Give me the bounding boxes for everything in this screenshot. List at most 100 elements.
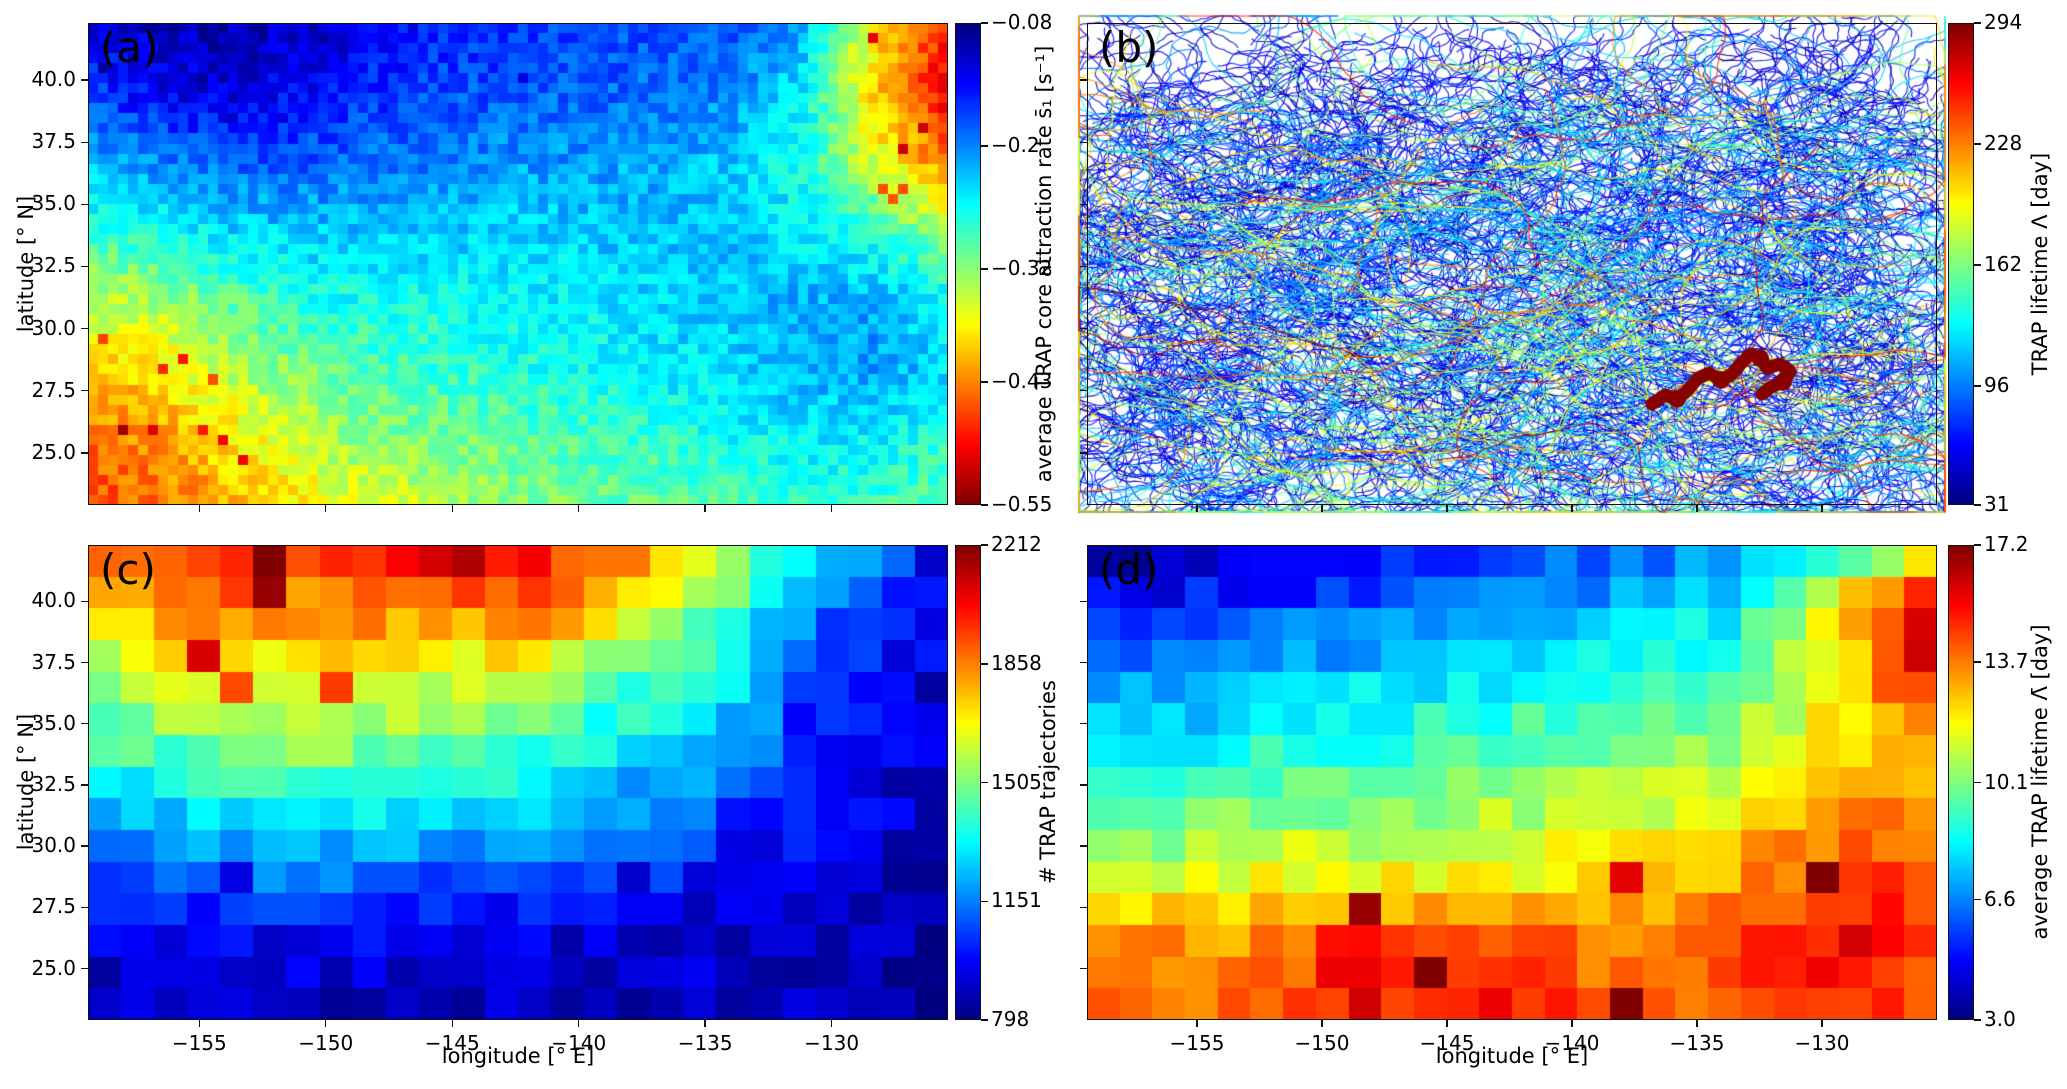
panel-d-x-tick: [1696, 1020, 1698, 1027]
colorbar-b-tick-label: 294: [1984, 10, 2023, 34]
panel-b-y-tick: [1080, 203, 1087, 206]
panel-a-y-tick: [81, 79, 88, 81]
colorbar-a-canvas: [955, 23, 981, 505]
panel-c-x-tick-label: −145: [424, 1031, 480, 1055]
colorbar-d-tick: [1974, 544, 1981, 546]
colorbar-d-tick-label: 3.0: [1984, 1007, 2016, 1031]
colorbar-c-tick: [981, 663, 988, 665]
panel-d-y-tick: [1080, 967, 1087, 970]
panel-b-y-tick: [1080, 390, 1087, 392]
colorbar-a-tick: [981, 22, 988, 24]
panel-b-y-tick: [1080, 452, 1087, 454]
panel-d-x-tick: [1321, 1020, 1323, 1027]
panel-b-x-tick: [1571, 505, 1573, 512]
panel-d-x-tick-label: −150: [1294, 1031, 1350, 1055]
colorbar-c-tick: [981, 1019, 988, 1021]
x-axis-label-left-column: longitude [° E]: [441, 1044, 595, 1068]
panel-d-plot-canvas: [1087, 545, 1937, 1020]
colorbar-d-tick: [1974, 898, 1981, 901]
panel-d-x-tick-label: −130: [1794, 1031, 1850, 1055]
colorbar-d: [1948, 545, 1974, 1020]
colorbar-c: [955, 545, 981, 1020]
colorbar-a-tick-label: −0.08: [991, 10, 1053, 34]
panel-d-y-tick: [1080, 600, 1087, 602]
panel-c-y-tick: [81, 906, 88, 909]
panel-a-x-tick: [578, 505, 580, 512]
panel-a-y-tick-label: 25.0: [31, 439, 76, 464]
panel-c-x-tick-label: −130: [804, 1031, 860, 1055]
colorbar-b-tick: [1974, 504, 1981, 506]
colorbar-a-tick: [981, 268, 988, 270]
panel-c-y-tick: [81, 661, 88, 664]
panel-c-y-tick-label: 35.0: [31, 710, 76, 735]
panel-a-x-tick: [451, 505, 453, 512]
panel-b-y-tick: [1080, 79, 1087, 81]
panel-b-x-tick: [1321, 505, 1323, 512]
panel-d-x-tick-label: −155: [1169, 1031, 1225, 1055]
colorbar-a-tick-label: −0.2: [991, 133, 1040, 158]
panel-d-x-tick-label: −145: [1419, 1031, 1475, 1055]
panel-a-x-tick: [325, 505, 327, 512]
panel-a-y-tick-label: 30.0: [31, 315, 76, 340]
panel-c-y-tick: [81, 600, 88, 602]
panel-c-x-tick: [325, 1020, 327, 1027]
panel-a-x-tick: [830, 505, 833, 512]
colorbar-d-tick: [1974, 781, 1981, 784]
colorbar-b: [1948, 23, 1974, 505]
colorbar-a-tick: [981, 504, 988, 506]
panel-b-trajectories-plot: (b): [1077, 13, 1947, 515]
panel-d-letter: (d): [1099, 545, 1159, 594]
panel-d-y-tick: [1080, 723, 1087, 725]
colorbar-c-tick: [981, 781, 988, 784]
colorbar-d-canvas: [1948, 545, 1974, 1020]
panel-b-plot-canvas: [1077, 13, 1947, 515]
colorbar-c-tick-label: 1505: [991, 769, 1042, 794]
colorbar-b-label: TRAP lifetime Λ [day]: [2028, 152, 2052, 376]
colorbar-b-tick-label: 31: [1984, 492, 2010, 516]
panel-c-x-tick-label: −150: [298, 1031, 354, 1055]
panel-c-y-tick-label: 40.0: [31, 588, 76, 613]
panel-a-y-tick: [81, 452, 88, 454]
panel-d-x-tick: [1446, 1020, 1448, 1027]
colorbar-c-tick-label: 1858: [991, 650, 1042, 675]
colorbar-c-tick-label: 798: [991, 1007, 1030, 1031]
colorbar-b-tick: [1974, 264, 1981, 266]
panel-a-attraction-rate-heatmap: (a): [88, 23, 948, 505]
colorbar-b-tick: [1974, 22, 1981, 24]
panel-c-y-tick: [81, 845, 88, 847]
panel-c-y-tick-label: 37.5: [31, 649, 76, 674]
colorbar-d-tick: [1974, 661, 1981, 663]
colorbar-c-canvas: [955, 545, 981, 1020]
panel-c-x-tick-label: −140: [551, 1031, 607, 1055]
panel-c-letter: (c): [100, 545, 156, 594]
colorbar-c-tick-label: 1151: [991, 888, 1042, 913]
panel-c-y-tick: [81, 723, 88, 725]
colorbar-d-tick-label: 10.1: [1984, 769, 2029, 794]
panel-d-y-tick: [1080, 906, 1087, 909]
colorbar-b-tick: [1974, 385, 1981, 387]
colorbar-c-tick: [981, 544, 988, 546]
panel-a-plot-canvas: [88, 23, 948, 505]
panel-a-y-tick-label: 35.0: [31, 191, 76, 216]
panel-c-x-tick: [578, 1020, 580, 1027]
colorbar-a-tick: [981, 145, 988, 147]
panel-c-y-tick-label: 27.5: [31, 894, 76, 919]
colorbar-c-tick-label: 2212: [991, 532, 1042, 556]
panel-b-y-tick: [1080, 265, 1087, 268]
colorbar-b-canvas: [1948, 23, 1974, 505]
colorbar-c-tick: [981, 900, 988, 903]
panel-a-y-tick-label: 27.5: [31, 377, 76, 402]
colorbar-a: [955, 23, 981, 505]
colorbar-b-tick: [1974, 143, 1981, 145]
colorbar-d-tick-label: 13.7: [1984, 649, 2029, 674]
panel-c-x-tick-label: −135: [677, 1031, 733, 1055]
panel-c-x-tick-label: −155: [171, 1031, 227, 1055]
panel-b-x-tick: [1821, 505, 1823, 512]
colorbar-a-tick: [981, 381, 988, 383]
panel-c-y-tick: [81, 967, 88, 970]
colorbar-a-tick-label: −0.43: [991, 368, 1053, 393]
panel-c-y-tick-label: 30.0: [31, 833, 76, 858]
panel-c-y-tick: [81, 784, 88, 786]
panel-c-x-tick: [451, 1020, 453, 1027]
